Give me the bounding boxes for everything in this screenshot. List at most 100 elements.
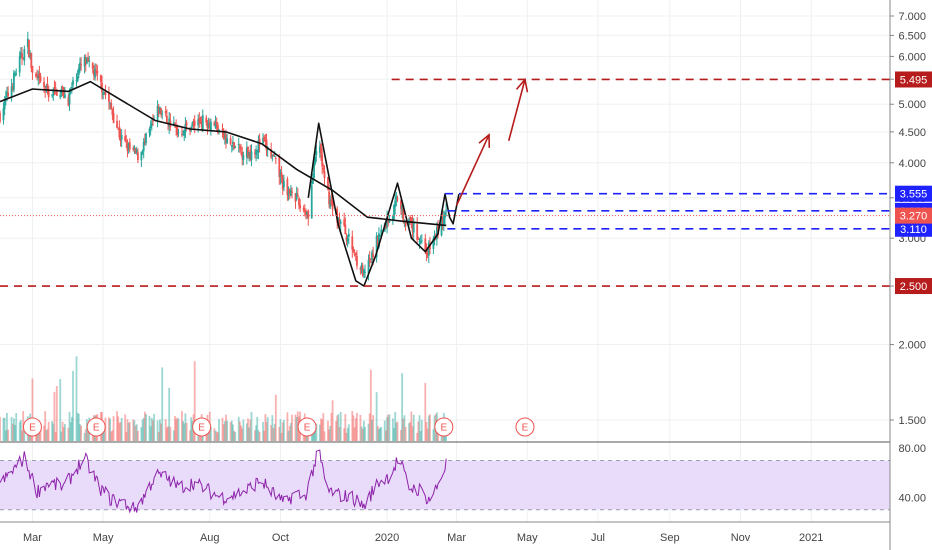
candle-body [258, 138, 261, 145]
volume-bar [271, 415, 274, 441]
volume-bar [360, 426, 363, 441]
candle-body [445, 209, 448, 211]
candle-body [386, 217, 388, 228]
volume-bar [328, 429, 331, 441]
candle-body [307, 210, 310, 219]
overlays [0, 77, 890, 287]
volume-bar [45, 430, 48, 441]
volume-bar [256, 416, 259, 441]
candle-body [61, 86, 64, 89]
volume-bar [193, 361, 196, 441]
volume-bar [190, 417, 193, 441]
volume-bar [133, 420, 136, 441]
candle-body [63, 94, 66, 98]
candle-body [7, 92, 10, 97]
candle-body [329, 199, 332, 207]
volume-bar [23, 429, 26, 441]
volume-bar [10, 416, 13, 441]
volume-bar [116, 411, 118, 441]
candle-body [215, 122, 218, 125]
candle-body [323, 171, 326, 179]
candle-body [59, 95, 62, 98]
volume-bar [339, 411, 342, 441]
rsi-pane [0, 441, 890, 514]
volume-bar [336, 415, 339, 441]
volume-bar [279, 419, 282, 441]
volume-bar [283, 419, 285, 441]
candle-body [417, 238, 420, 240]
volume-bar [182, 421, 184, 441]
volume-bar [216, 432, 219, 441]
candle-body [352, 249, 355, 252]
candle-body [327, 177, 329, 190]
candle-body [208, 123, 211, 129]
volume-bar [77, 413, 80, 441]
volume-bar [83, 432, 86, 441]
candle-body [291, 191, 293, 193]
candle-body [181, 134, 183, 136]
candle-body [263, 137, 266, 142]
candle-body [288, 189, 291, 194]
volume-bar [76, 412, 79, 441]
candle-body [157, 107, 160, 114]
volume-bar [184, 413, 187, 441]
candle-body [86, 58, 88, 64]
volume-bar [127, 422, 130, 441]
candle-body [18, 56, 21, 73]
volume-bar [344, 414, 347, 441]
candle-body [68, 91, 71, 105]
price-axis[interactable]: 7.0006.5006.0005.5005.0004.5004.0003.500… [889, 0, 932, 550]
time-axis[interactable]: Mar May Aug Oct 2020 Mar May Jul Sep Nov 2021 [0, 521, 890, 544]
candle-body [435, 227, 438, 239]
volume-bar [214, 430, 217, 441]
candle-body [30, 53, 33, 69]
candle-body [364, 271, 366, 273]
volume-bar [168, 387, 171, 441]
volume-bar [272, 428, 275, 441]
candle-body [152, 120, 154, 122]
candle-body [148, 128, 151, 134]
volume-bar [361, 428, 364, 441]
candle-body [255, 150, 258, 155]
volume-bar [395, 422, 398, 441]
candle-body [197, 119, 200, 126]
volume-bar [420, 419, 423, 441]
candle-body [175, 126, 178, 128]
candle-body [330, 199, 333, 205]
candle-body [234, 147, 237, 149]
candle-body [95, 70, 98, 73]
volume-bar [161, 367, 164, 441]
candle-body [161, 113, 164, 115]
volume-bar [287, 430, 290, 441]
candle-body [104, 90, 107, 96]
time-tick-label: Mar [23, 532, 42, 544]
volume-bar [278, 427, 281, 441]
volume-bar [103, 430, 106, 441]
volume-bar [225, 414, 227, 441]
volume-bar [102, 429, 105, 441]
candle-body [401, 205, 404, 211]
volume-bar [249, 419, 252, 441]
volume-bar [176, 417, 179, 441]
candle-body [283, 180, 285, 188]
volume-bar [384, 430, 387, 441]
volume-bar [345, 432, 348, 441]
candle-body [321, 154, 324, 167]
candle-body [420, 240, 423, 242]
rsi-tick-label: 80.00 [898, 443, 926, 455]
volume-bar [177, 418, 180, 441]
volume-bar [181, 411, 183, 441]
candle-body [412, 222, 415, 233]
volume-bar [215, 431, 218, 441]
candle-body [273, 155, 276, 157]
volume-bar [189, 430, 191, 441]
volume-bar [59, 378, 62, 441]
volume-bar [408, 423, 410, 441]
candle-body [36, 75, 38, 77]
candle-body [387, 219, 390, 224]
candle-body [360, 265, 363, 270]
candle-body [376, 238, 379, 245]
level-tag-label: 2.500 [900, 281, 928, 293]
